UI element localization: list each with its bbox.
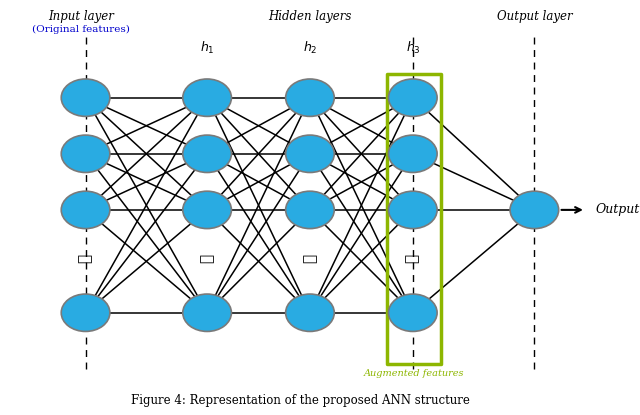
Text: Figure 4: Representation of the proposed ANN structure: Figure 4: Representation of the proposed…	[131, 394, 470, 407]
Ellipse shape	[61, 191, 110, 229]
Ellipse shape	[285, 135, 334, 173]
Ellipse shape	[285, 294, 334, 332]
Ellipse shape	[183, 135, 232, 173]
Text: Hidden layers: Hidden layers	[268, 10, 351, 23]
Text: ⋯: ⋯	[303, 254, 317, 263]
Bar	[387, 74, 441, 364]
Ellipse shape	[388, 135, 437, 173]
Text: Output: Output	[595, 203, 639, 216]
Text: (Original features): (Original features)	[32, 25, 130, 34]
Ellipse shape	[183, 191, 232, 229]
Text: Output layer: Output layer	[497, 10, 572, 23]
Text: $h_1$: $h_1$	[200, 39, 214, 56]
Ellipse shape	[183, 79, 232, 116]
Text: $h_3$: $h_3$	[406, 39, 421, 56]
Text: ⋯: ⋯	[406, 254, 420, 263]
Text: $h_2$: $h_2$	[303, 39, 317, 56]
Ellipse shape	[285, 191, 334, 229]
Text: ⋯: ⋯	[200, 254, 214, 263]
Text: ⋯: ⋯	[79, 254, 93, 263]
Ellipse shape	[388, 294, 437, 332]
Ellipse shape	[183, 294, 232, 332]
Ellipse shape	[510, 191, 559, 229]
Ellipse shape	[285, 79, 334, 116]
Ellipse shape	[61, 135, 110, 173]
Ellipse shape	[388, 191, 437, 229]
Ellipse shape	[388, 79, 437, 116]
Ellipse shape	[61, 79, 110, 116]
Text: Augmented features: Augmented features	[364, 369, 464, 378]
Text: Input layer: Input layer	[48, 10, 114, 23]
Ellipse shape	[61, 294, 110, 332]
